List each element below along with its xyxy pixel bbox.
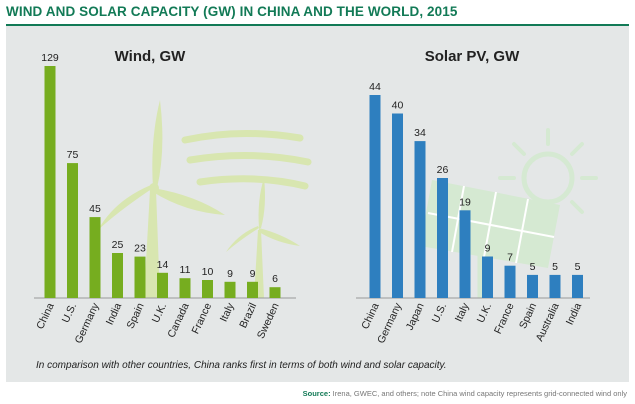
wind-bar-1 bbox=[67, 163, 78, 298]
wind-turbine-illustration bbox=[98, 100, 312, 298]
wind-bar-9 bbox=[247, 281, 258, 298]
solar-bar-3 bbox=[437, 178, 448, 298]
wind-value-label-10: 6 bbox=[272, 273, 278, 285]
solar-category-label-5: U.K. bbox=[475, 301, 495, 325]
wind-bar-0 bbox=[44, 66, 56, 298]
wind-value-label-2: 45 bbox=[89, 203, 101, 215]
wind-bar-7 bbox=[202, 280, 213, 298]
solar-bar-8 bbox=[549, 274, 561, 298]
solar-value-label-7: 5 bbox=[530, 261, 536, 273]
wind-value-label-7: 10 bbox=[202, 266, 214, 278]
solar-category-label-7: Spain bbox=[517, 301, 539, 331]
solar-value-label-3: 26 bbox=[437, 164, 449, 176]
wind-chart-title: Wind, GW bbox=[115, 48, 187, 65]
solar-panel-illustration bbox=[420, 128, 598, 298]
wind-bar-4 bbox=[134, 256, 146, 298]
wind-value-label-9: 9 bbox=[250, 268, 256, 280]
wind-value-label-6: 11 bbox=[180, 264, 191, 276]
solar-category-label-4: Italy bbox=[453, 301, 472, 324]
solar-value-label-8: 5 bbox=[552, 261, 558, 273]
solar-value-label-9: 5 bbox=[575, 261, 581, 273]
wind-category-label-8: Italy bbox=[218, 301, 237, 324]
solar-category-label-6: France bbox=[492, 301, 517, 336]
solar-bar-1 bbox=[392, 113, 403, 298]
wind-bar-2 bbox=[89, 217, 101, 298]
wind-category-label-1: U.S. bbox=[60, 301, 80, 325]
wind-category-label-7: France bbox=[190, 301, 215, 336]
solar-category-label-9: India bbox=[564, 301, 585, 327]
solar-bar-0 bbox=[369, 95, 381, 298]
solar-value-label-4: 19 bbox=[459, 196, 471, 208]
solar-bar-6 bbox=[504, 265, 516, 298]
chart-note: In comparison with other countries, Chin… bbox=[36, 360, 447, 371]
source-label: Source: bbox=[302, 389, 331, 398]
solar-chart-title: Solar PV, GW bbox=[425, 48, 520, 65]
wind-bar-6 bbox=[179, 278, 191, 298]
wind-bar-3 bbox=[112, 253, 123, 298]
wind-category-label-0: China bbox=[34, 301, 57, 331]
wind-category-label-6: Canada bbox=[165, 301, 191, 340]
wind-value-label-1: 75 bbox=[67, 149, 79, 161]
solar-value-label-5: 9 bbox=[485, 243, 491, 255]
solar-value-label-6: 7 bbox=[507, 252, 513, 264]
wind-value-label-4: 23 bbox=[134, 243, 146, 255]
solar-value-label-2: 34 bbox=[414, 127, 426, 139]
solar-value-label-0: 44 bbox=[369, 81, 381, 93]
wind-value-label-8: 9 bbox=[227, 268, 233, 280]
solar-value-label-1: 40 bbox=[392, 100, 404, 112]
solar-bar-5 bbox=[482, 256, 493, 298]
wind-category-label-3: India bbox=[104, 301, 125, 327]
wind-bar-10 bbox=[269, 287, 281, 298]
wind-value-label-3: 25 bbox=[112, 239, 124, 251]
wind-value-label-0: 129 bbox=[41, 52, 59, 64]
wind-category-label-5: U.K. bbox=[150, 301, 170, 325]
source-text: Irena, GWEC, and others; note China wind… bbox=[332, 389, 627, 398]
wind-bar-8 bbox=[224, 281, 236, 298]
solar-bar-9 bbox=[572, 274, 583, 298]
wind-category-label-9: Brazil bbox=[237, 301, 259, 330]
wind-chart: Wind, GW 129China75U.S.45Germany25India2… bbox=[34, 48, 296, 345]
solar-category-label-0: China bbox=[359, 301, 382, 331]
solar-bar-2 bbox=[414, 141, 426, 298]
wind-category-label-4: Spain bbox=[124, 301, 146, 331]
solar-bar-7 bbox=[527, 274, 538, 298]
solar-bar-4 bbox=[459, 210, 471, 298]
page-title: WIND AND SOLAR CAPACITY (GW) IN CHINA AN… bbox=[6, 4, 458, 19]
source-line: Source: Irena, GWEC, and others; note Ch… bbox=[303, 389, 627, 398]
solar-category-label-2: Japan bbox=[404, 301, 427, 332]
wind-value-label-5: 14 bbox=[157, 259, 169, 271]
wind-bar-5 bbox=[157, 272, 168, 298]
solar-category-label-3: U.S. bbox=[430, 301, 450, 325]
